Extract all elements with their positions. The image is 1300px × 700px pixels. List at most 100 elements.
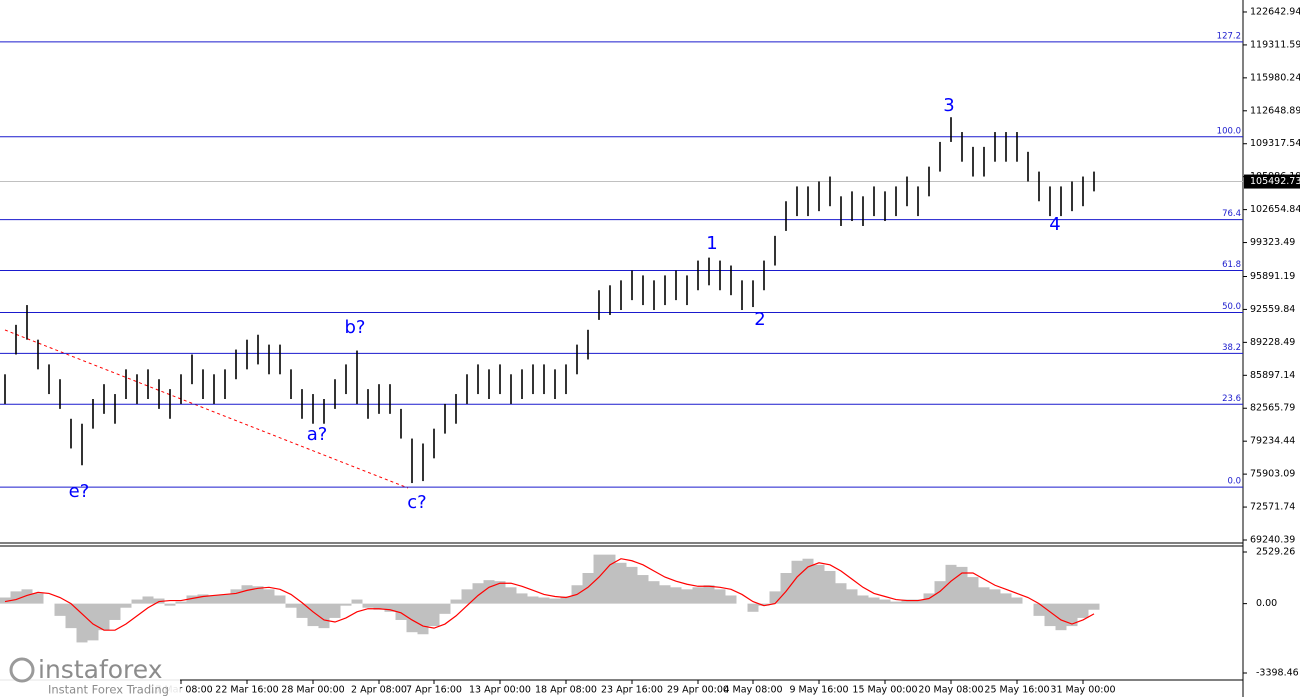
x-tick-label: 9 May 16:00 <box>789 685 848 696</box>
histogram-bar <box>362 603 374 608</box>
y-tick-label: 102654.84 <box>1250 204 1300 215</box>
histogram-bar <box>65 603 77 629</box>
histogram-bar <box>142 596 154 604</box>
histogram-bar <box>274 595 286 604</box>
histogram-bar <box>340 603 352 606</box>
histogram-bar <box>10 591 22 604</box>
fib-label: 38.2 <box>1222 343 1241 353</box>
histogram-bar <box>714 589 726 604</box>
histogram-bar <box>945 564 957 604</box>
histogram-bar <box>560 596 572 604</box>
logo: instaforex Instant Forex Trading <box>0 654 180 698</box>
y-tick-label: 112648.89 <box>1250 105 1300 116</box>
y-tick-label: 92559.84 <box>1250 304 1295 315</box>
histogram-bar <box>21 589 33 604</box>
fib-label: 127.2 <box>1217 31 1241 41</box>
fib-label: 50.0 <box>1222 302 1241 312</box>
y-tick-label: 85897.14 <box>1250 370 1295 381</box>
histogram-bar <box>934 581 946 604</box>
histogram-bar <box>1011 597 1023 604</box>
histogram-bar <box>450 599 462 604</box>
histogram-bar <box>1000 593 1012 604</box>
histogram-bar <box>197 594 209 604</box>
histogram-bar <box>549 598 561 604</box>
histogram-bar <box>109 603 121 620</box>
histogram-bar <box>175 601 187 604</box>
last-price-label: 105492.73 <box>1250 176 1300 187</box>
x-tick-label: 20 May 08:00 <box>918 685 983 696</box>
histogram-bar <box>384 603 396 612</box>
x-tick-label: 17 Mar 08:00 <box>149 685 212 696</box>
y-tick-label: 115980.24 <box>1250 72 1300 83</box>
histogram-bar <box>483 580 495 604</box>
histogram-bar <box>593 554 605 604</box>
histogram-bar <box>692 587 704 604</box>
histogram-bar <box>87 603 99 641</box>
histogram-bar <box>1066 603 1078 627</box>
histogram-bar <box>1077 603 1089 618</box>
histogram-bar <box>626 566 638 604</box>
histogram-bar <box>901 599 913 604</box>
wave-label: 3 <box>943 95 954 116</box>
histogram-bar <box>725 595 737 604</box>
brand-tagline: Instant Forex Trading <box>48 683 169 697</box>
logo-icon <box>9 657 35 683</box>
last-price-box <box>1244 174 1300 189</box>
histogram-bar <box>98 603 110 631</box>
y-tick-label: 89228.49 <box>1250 337 1295 348</box>
y-tick-label: 109317.54 <box>1250 138 1300 149</box>
histogram-bar <box>329 603 341 618</box>
wave-label: b? <box>345 317 366 338</box>
wave-label: 1 <box>706 233 717 254</box>
histogram-bar <box>780 573 792 604</box>
histogram-bar <box>681 589 693 604</box>
x-tick-label: 7 Apr 16:00 <box>406 685 462 696</box>
histogram-bar <box>395 603 407 620</box>
y-tick-label: 122642.94 <box>1250 6 1300 17</box>
histogram-bar <box>472 583 484 604</box>
histogram-bar <box>505 587 517 604</box>
histogram-bar <box>219 594 231 604</box>
histogram-bar <box>802 558 814 604</box>
histogram-bar <box>978 587 990 604</box>
x-tick-label: 13 Apr 00:00 <box>469 685 531 696</box>
histogram-bar <box>890 601 902 604</box>
y-tick-label: 95891.19 <box>1250 271 1295 282</box>
histogram-bar <box>263 589 275 604</box>
y-tick-label: 99323.49 <box>1250 237 1295 248</box>
histogram-bar <box>615 562 627 604</box>
fib-label: 76.4 <box>1222 209 1241 219</box>
histogram-bar <box>604 554 616 604</box>
y-tick-label: 79234.44 <box>1250 436 1295 447</box>
y-tick-label: 69240.39 <box>1250 535 1295 546</box>
x-tick-label: 25 May 16:00 <box>984 685 1049 696</box>
fib-label: 0.0 <box>1227 477 1241 487</box>
histogram-bar <box>120 603 132 608</box>
histogram-bar <box>1044 603 1056 627</box>
histogram-bar <box>1088 603 1100 610</box>
indicator-y-tick-label: -3398.46 <box>1256 668 1299 679</box>
histogram-bar <box>967 577 979 604</box>
histogram-bar <box>516 593 528 604</box>
histogram-bar <box>0 597 11 604</box>
histogram-bar <box>76 603 88 643</box>
x-tick-label: 4 May 08:00 <box>723 685 782 696</box>
histogram-bar <box>835 583 847 604</box>
wave-label: 2 <box>754 309 765 330</box>
histogram-bar <box>670 587 682 604</box>
indicator-y-tick-label: 2529.26 <box>1256 546 1295 557</box>
histogram-bar <box>582 573 594 604</box>
histogram-bar <box>879 599 891 604</box>
histogram-bar <box>307 603 319 627</box>
histogram-bar <box>318 603 330 629</box>
histogram-bar <box>252 586 264 604</box>
histogram-bar <box>373 603 385 610</box>
histogram-bar <box>846 589 858 604</box>
fib-label: 100.0 <box>1217 126 1241 136</box>
histogram-bar <box>659 585 671 604</box>
wave-label: 4 <box>1049 214 1060 235</box>
histogram-bar <box>351 599 363 604</box>
x-tick-label: 15 May 00:00 <box>852 685 917 696</box>
brand-name: instaforex <box>38 655 163 684</box>
histogram-bar <box>527 596 539 604</box>
